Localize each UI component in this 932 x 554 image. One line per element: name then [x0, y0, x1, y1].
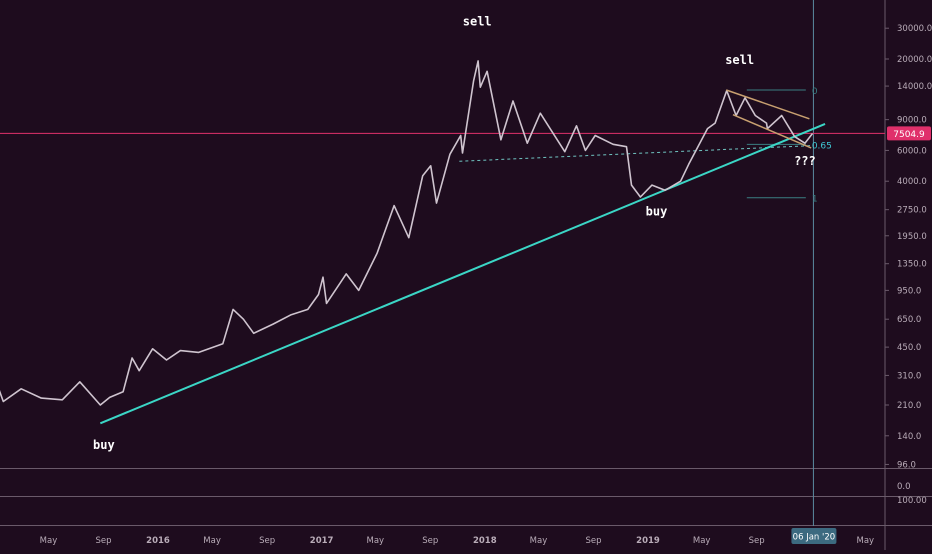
date-label-text: 06 Jan '20	[793, 533, 835, 543]
sub-panel-tick: 0.0	[897, 482, 911, 492]
fib-level-label: 0	[812, 87, 818, 97]
x-tick-label: May	[856, 536, 874, 546]
annotation-label: buy	[646, 204, 668, 218]
y-tick-label: 1950.0	[897, 232, 927, 242]
y-tick-label: 20000.0	[897, 55, 932, 65]
date-label-tag	[791, 528, 837, 544]
x-tick-label: Sep	[749, 536, 765, 546]
x-tick-label: Sep	[422, 536, 438, 546]
y-tick-label: 4000.0	[897, 177, 927, 187]
y-tick-label: 6000.0	[897, 146, 927, 156]
annotation-label: sell	[463, 15, 492, 29]
y-tick-label: 450.0	[897, 343, 921, 353]
annotation-label: sell	[725, 53, 754, 67]
fib-level-label: 0.65	[812, 141, 832, 151]
sub-panel-tick: 100.00	[897, 496, 927, 506]
long-term-trendline	[99, 123, 826, 425]
x-tick-label: May	[40, 536, 58, 546]
x-tick-label: 2018	[473, 536, 497, 546]
y-tick-label: 950.0	[897, 286, 921, 296]
x-tick-label: 2016	[146, 536, 170, 546]
price-series-line	[0, 60, 814, 406]
y-tick-label: 14000.0	[897, 82, 932, 92]
x-tick-label: May	[203, 536, 221, 546]
annotation-label: ???	[794, 154, 816, 168]
y-tick-label: 30000.0	[897, 24, 932, 34]
y-tick-label: 2750.0	[897, 206, 927, 216]
y-tick-label: 310.0	[897, 371, 921, 381]
x-tick-label: May	[693, 536, 711, 546]
y-tick-label: 140.0	[897, 432, 921, 442]
y-tick-label: 96.0	[897, 460, 916, 470]
channel-lower-line	[732, 114, 812, 149]
x-tick-label: 2017	[310, 536, 334, 546]
dotted-support-line	[459, 145, 814, 162]
x-tick-label: May	[366, 536, 384, 546]
y-tick-label: 9000.0	[897, 116, 927, 126]
annotation-label: buy	[93, 438, 115, 452]
price-label-text: 7504.9	[893, 130, 925, 140]
y-tick-label: 1350.0	[897, 260, 927, 270]
y-tick-label: 650.0	[897, 315, 921, 325]
x-tick-label: Sep	[95, 536, 111, 546]
x-tick-label: Sep	[585, 536, 601, 546]
x-tick-label: Sep	[259, 536, 275, 546]
channel-upper-line	[725, 89, 810, 120]
x-tick-label: May	[530, 536, 548, 546]
price-label-tag	[887, 126, 931, 141]
x-tick-label: 2019	[636, 536, 660, 546]
fib-level-label: 1	[812, 195, 818, 205]
y-tick-label: 210.0	[897, 401, 921, 411]
